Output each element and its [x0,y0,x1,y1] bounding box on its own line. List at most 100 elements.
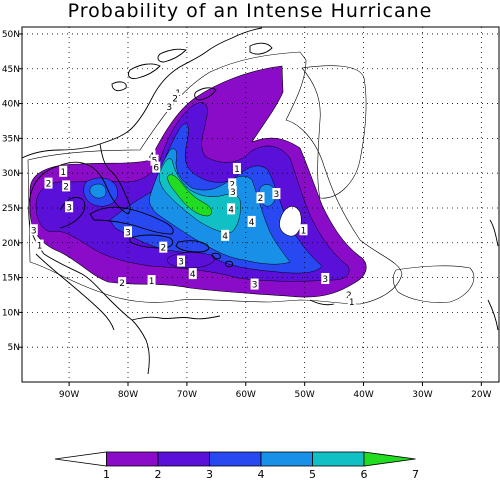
lon-tick-label: 90W [59,390,79,400]
contour-label-bg [147,275,156,287]
contour-label-bg [347,295,356,307]
lat-tick-label: 15N [2,274,20,284]
lat-tick-label: 5N [8,343,20,353]
contour-band-5-6 [158,158,241,233]
contour-label: 2 [171,92,180,105]
lat-tick-label: 35N [2,134,20,144]
colorbar-label: 6 [361,468,368,481]
lat-tick-label: 25N [2,204,20,214]
contour-label-text: 1 [60,168,66,178]
contour-label: 4 [227,203,236,215]
contour-label-text: 2 [46,180,52,190]
contour-label-text: 3 [252,281,258,291]
contour-label: 2 [228,178,237,190]
contour-labels: 1234561223313234214441232313321 [29,87,356,308]
contour-label: 2 [118,277,127,289]
colorbar-segment [209,451,262,467]
contour-label: 3 [165,101,174,113]
colorbar-segment [260,451,313,467]
contour-label-bg [165,101,174,113]
contour-label-text: 3 [31,226,37,236]
contour-label: 2 [62,180,71,192]
lon-tick-label: 80W [118,390,138,400]
lon-tick-label: 70W [177,390,197,400]
lat-tick-label: 50N [2,30,20,40]
contour-label-text: 1 [301,226,307,236]
contour-label: 3 [65,201,74,213]
contour-label-bg [177,255,185,267]
lon-tick-label: 30W [412,390,432,400]
contour-label-bg [124,226,132,238]
longitude-ticks: 90W 80W 70W 60W 50W 40W 30W 20W [59,382,492,400]
contour-label: 2 [44,177,53,190]
contour-label-bg [59,165,68,177]
contour-label-bg [227,203,236,215]
contour-label-text: 1 [37,242,43,252]
contour-band-6-7 [167,174,212,217]
colorbar-label: 5 [309,468,316,481]
contour-blob-gulf [89,183,107,199]
lat-tick-label: 10N [2,308,20,318]
contour-label-bg [171,92,180,104]
contour-label: 1 [347,295,356,308]
colorbar-label: 1 [103,468,110,481]
contour-label-text: 4 [222,232,228,242]
lon-tick-label: 20W [471,390,491,400]
colorbar-segment-above-max [363,451,416,467]
contour-label-text: 3 [66,203,72,213]
contour-label-bg [321,272,330,284]
contour-label: 3 [124,226,132,238]
contour-label: 1 [35,239,44,252]
contour-outer-line-far-east [392,265,475,303]
lat-tick-label: 45N [2,65,20,75]
contour-label: 1 [59,165,68,178]
contour-label: 1 [232,163,241,175]
contour-label-bg [256,192,265,204]
contour-label-bg [35,239,44,251]
contour-label-text: 4 [228,205,234,215]
lat-tick-label: 40N [2,100,20,110]
contour-label: 3 [321,272,330,285]
colorbar-label: 7 [412,468,419,481]
contour-label-text: 3 [322,275,328,285]
contour-label: 3 [29,224,38,236]
contour-label: 2 [256,192,265,204]
contour-label-text: 6 [153,164,159,174]
contour-label-bg [65,201,74,213]
contour-label: 3 [177,255,185,268]
lon-tick-label: 60W [236,390,256,400]
map-frame [21,26,500,383]
contour-label-text: 2 [229,180,235,190]
contour-label-bg [247,215,256,227]
lon-tick-label: 50W [294,390,314,400]
lon-tick-label: 40W [353,390,373,400]
contour-label-bg [344,288,353,300]
contour-label-text: 3 [178,258,184,268]
contour-label-text: 3 [274,190,280,200]
contour-label-text: 2 [160,244,166,254]
contour-label: 3 [250,278,259,291]
contour-label-text: 4 [190,270,196,280]
contour-label: 3 [228,185,237,198]
contour-label-bg [250,278,259,290]
contour-label-text: 2 [119,279,125,289]
lat-tick-label: 30N [2,169,20,179]
contour-label-bg [299,224,308,236]
contour-label-bg [159,241,168,253]
contour-label-bg [118,277,127,289]
contour-label-bg [228,178,237,190]
contour-label-text: 1 [149,277,155,287]
contour-label-text: 2 [172,95,178,105]
contour-label-text: 3 [166,103,172,113]
contour-label-bg [272,188,281,200]
contour-label: 4 [247,215,256,228]
colorbar-segment [157,451,210,467]
contour-label-text: 1 [349,298,355,308]
contour-label-bg [62,180,71,192]
colorbar: 1 2 3 4 5 6 7 [54,451,419,481]
contour-label-bg [44,177,53,189]
contour-label-text: 1 [234,165,240,175]
contour-label-text: 2 [258,194,264,204]
latitude-ticks: 5N 10N 15N 20N 25N 30N 35N 40N 45N 50N [2,30,22,353]
